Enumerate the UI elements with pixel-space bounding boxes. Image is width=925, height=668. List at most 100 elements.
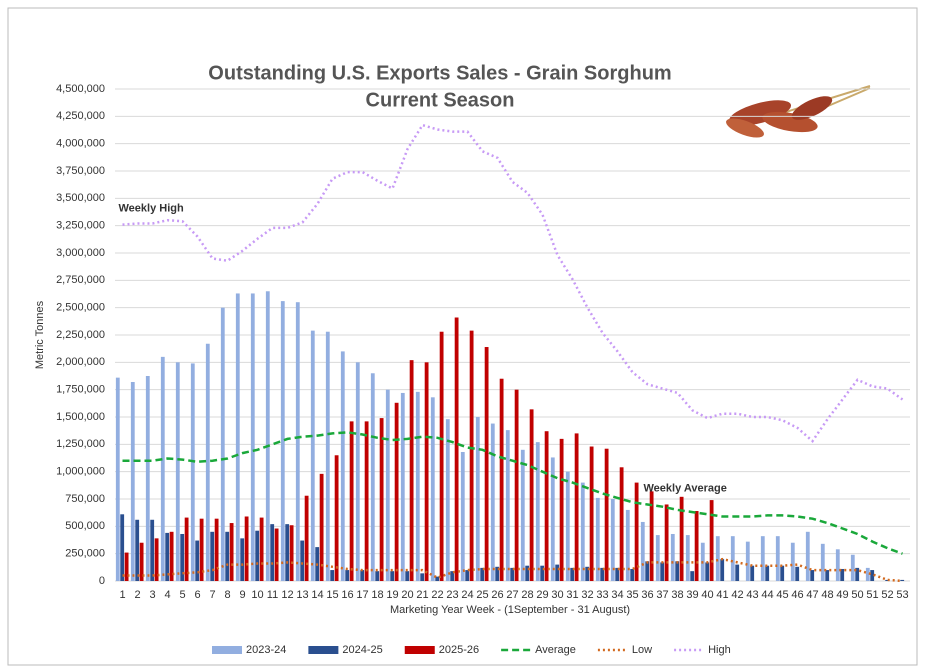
bar [176,362,180,581]
legend-label: 2023-24 [246,644,286,656]
legend-label: Low [632,644,652,656]
legend-label: 2024-25 [342,644,382,656]
x-tick-label: 53 [896,589,908,601]
x-tick-label: 34 [611,589,623,601]
x-tick-label: 26 [491,589,503,601]
bar [270,524,274,581]
y-tick-label: 0 [99,575,105,587]
x-tick-label: 52 [881,589,893,601]
x-tick-label: 3 [149,589,155,601]
bar [851,555,855,581]
bar [380,418,384,581]
bar [810,570,814,581]
x-tick-label: 19 [386,589,398,601]
bar [345,570,349,581]
bar [506,430,510,581]
y-tick-label: 1,750,000 [56,384,105,396]
x-tick-label: 36 [641,589,653,601]
x-tick-label: 39 [686,589,698,601]
bar [791,543,795,581]
bar [836,549,840,581]
x-tick-label: 13 [296,589,308,601]
bar [485,347,489,581]
bar [900,580,904,581]
x-tick-label: 32 [581,589,593,601]
bar [285,524,289,581]
x-tick-label: 43 [746,589,758,601]
bar [230,523,234,581]
bar [375,571,379,581]
x-tick-label: 21 [416,589,428,601]
bar [221,308,225,581]
bar [401,393,405,581]
bar [500,379,504,581]
bar [311,331,315,581]
bar [146,376,150,581]
x-tick-label: 1 [119,589,125,601]
bar [120,514,124,581]
x-tick-label: 45 [776,589,788,601]
legend-label: High [708,644,731,656]
bar [251,293,255,581]
bar [350,421,354,581]
y-tick-label: 4,500,000 [56,83,105,95]
bar [455,318,459,581]
bar [530,409,534,581]
x-tick-label: 15 [326,589,338,601]
bar [686,535,690,581]
bar [515,390,519,581]
bar [275,529,279,581]
bar [761,536,765,581]
bar [555,565,559,581]
y-tick-label: 2,000,000 [56,356,105,368]
bar [390,571,394,581]
bar [470,331,474,581]
x-tick-label: 51 [866,589,878,601]
bar [590,447,594,581]
bar [575,433,579,581]
bar [395,403,399,581]
bar [255,531,259,581]
x-tick-label: 50 [851,589,863,601]
bar [521,450,525,581]
x-tick-label: 12 [281,589,293,601]
bar [245,516,249,581]
x-tick-label: 17 [356,589,368,601]
bar [750,566,754,581]
bar [630,569,634,581]
bar [795,567,799,581]
bar [641,522,645,581]
bar [545,431,549,581]
x-tick-label: 35 [626,589,638,601]
y-tick-label: 2,750,000 [56,274,105,286]
bar [150,520,154,581]
x-tick-label: 47 [806,589,818,601]
x-tick-label: 6 [194,589,200,601]
bar [420,573,424,581]
annotation: Weekly Average [644,482,727,494]
x-tick-label: 46 [791,589,803,601]
y-tick-label: 3,250,000 [56,220,105,232]
bar [281,301,285,581]
bar [356,362,360,581]
bar [620,467,624,581]
bar [710,500,714,581]
x-tick-label: 10 [251,589,263,601]
bar [440,332,444,581]
bar [671,534,675,581]
bar [716,536,720,581]
bar [735,565,739,581]
bar [405,571,409,581]
x-tick-label: 11 [267,589,278,601]
x-tick-label: 25 [476,589,488,601]
x-tick-label: 9 [239,589,245,601]
y-tick-label: 2,500,000 [56,302,105,314]
x-tick-label: 24 [461,589,473,601]
bar [371,373,375,581]
bar [821,544,825,581]
x-tick-label: 41 [716,589,728,601]
chart: Outstanding U.S. Exports Sales - Grain S… [0,0,925,668]
y-tick-label: 4,250,000 [56,110,105,122]
bar [326,332,330,581]
y-tick-label: 1,500,000 [56,411,105,423]
